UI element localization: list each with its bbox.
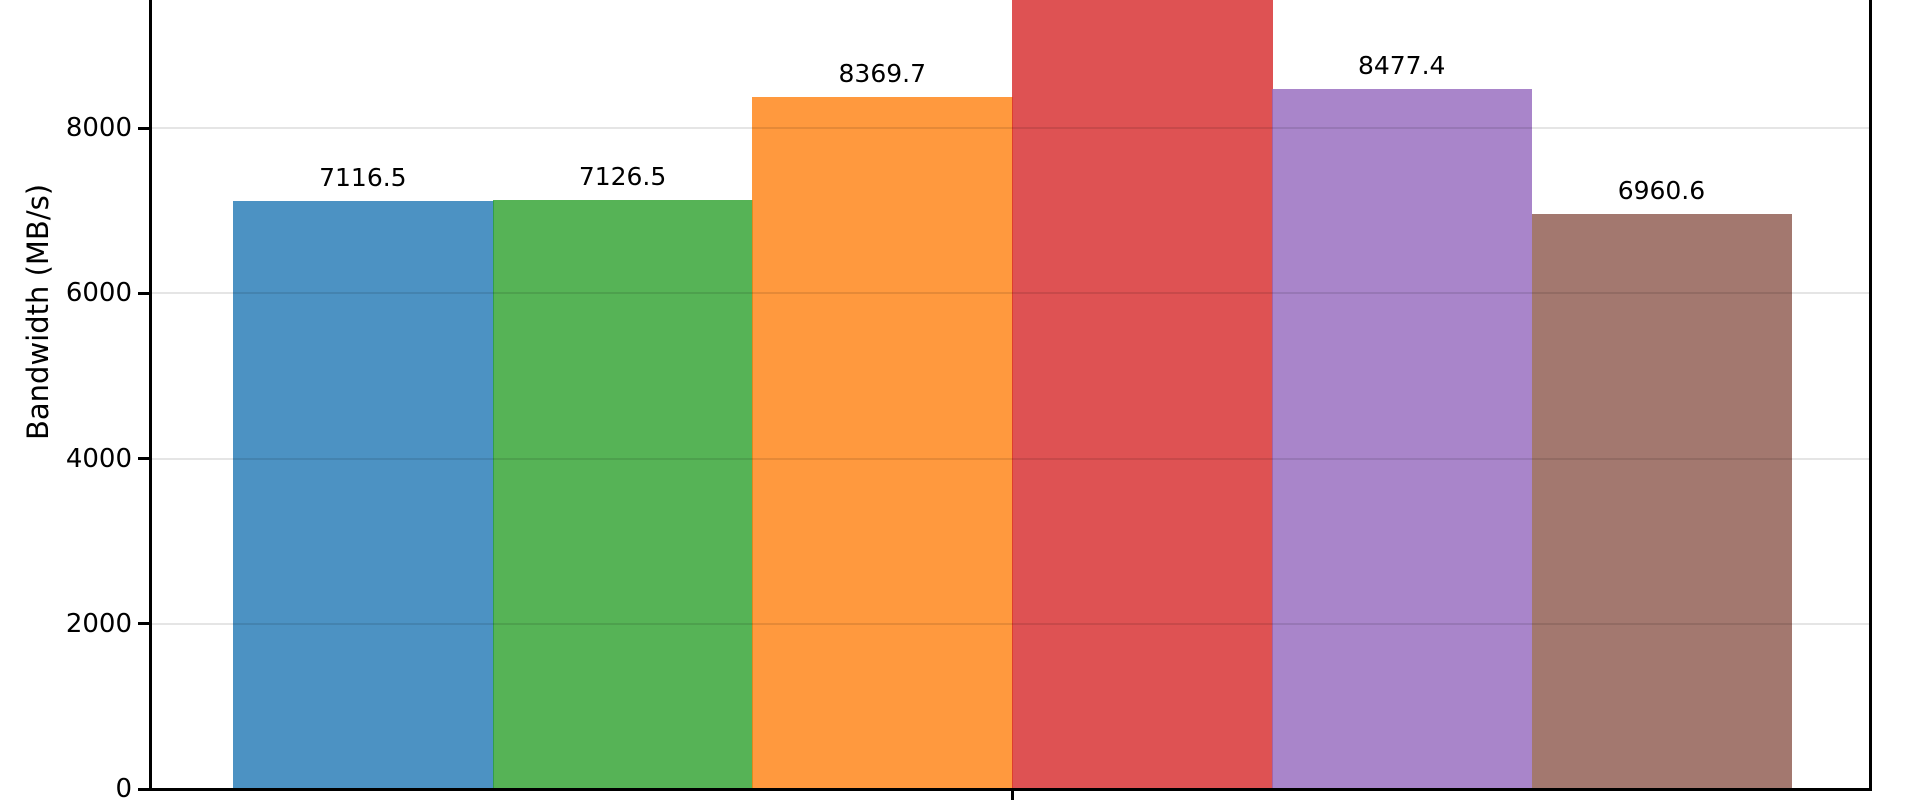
bar-6 — [1531, 213, 1793, 789]
bar-4 — [1012, 0, 1273, 789]
y-tick-0 — [138, 787, 150, 791]
bar-3-value-label: 8369.7 — [838, 59, 927, 89]
y-gridline-6000 — [150, 292, 1870, 295]
bar-6-value-label: 6960.6 — [1617, 175, 1706, 205]
bar-1-value-label: 7116.5 — [319, 162, 407, 192]
bar-1 — [233, 200, 494, 789]
y-tick-label-6000: 6000 — [65, 278, 132, 309]
y-tick-label-2000: 2000 — [65, 608, 132, 639]
y-axis-spine — [148, 0, 152, 791]
y-gridline-2000 — [150, 622, 1870, 625]
right-spine — [1868, 0, 1872, 791]
x-tick — [1010, 789, 1014, 800]
y-tick-label-4000: 4000 — [65, 443, 132, 474]
bar-2-value-label: 7126.5 — [578, 162, 667, 192]
y-tick-8000 — [138, 126, 150, 130]
x-axis-spine — [148, 787, 1872, 791]
y-axis-label: Bandwidth (MB/s) — [21, 183, 55, 441]
y-gridline-4000 — [150, 457, 1870, 460]
bar-2 — [492, 200, 754, 789]
y-tick-label-0: 0 — [115, 774, 132, 800]
y-gridline-8000 — [150, 127, 1870, 129]
y-tick-label-8000: 8000 — [65, 113, 132, 143]
y-tick-4000 — [138, 457, 150, 460]
bar-3 — [752, 97, 1013, 789]
bar-5 — [1271, 88, 1533, 789]
bar-5-value-label: 8477.4 — [1357, 50, 1446, 80]
y-tick-6000 — [138, 291, 150, 295]
y-tick-2000 — [138, 622, 150, 626]
